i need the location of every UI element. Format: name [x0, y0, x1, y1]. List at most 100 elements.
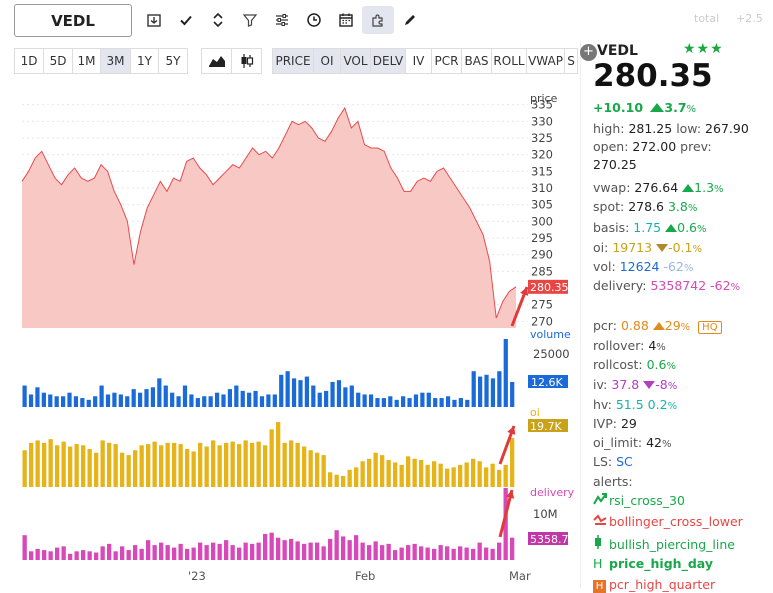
close-circle-icon[interactable]: + — [580, 44, 597, 61]
oi-bar — [386, 460, 391, 487]
delivery-bar — [412, 543, 417, 560]
indicator-delv[interactable]: DELV — [370, 48, 406, 74]
volume-bar — [349, 385, 354, 407]
indicator-buttons: PRICE OI VOL DELV IV PCR BAS ROLL VWAP S — [272, 48, 578, 74]
delivery-bar — [22, 535, 27, 560]
symbol-input[interactable]: VEDL — [14, 4, 132, 37]
oi-bar — [68, 446, 73, 487]
volume-bar — [131, 389, 136, 407]
volume-bar — [471, 371, 476, 407]
oi-bar — [438, 463, 443, 487]
indicator-s[interactable]: S — [564, 48, 578, 74]
price-tick-label: 325 — [531, 131, 553, 145]
delivery-bar — [29, 551, 34, 560]
oi-limit-row: oi_limit: 42% — [593, 435, 672, 450]
ls-row: LS: SC — [593, 454, 633, 469]
volume-bar — [202, 396, 207, 407]
volume-bar — [93, 396, 98, 407]
oi-bar — [477, 461, 482, 487]
oi-bar — [100, 440, 105, 487]
delivery-bar — [276, 537, 281, 560]
puzzle-icon[interactable] — [362, 6, 394, 34]
volume-bar — [343, 387, 348, 407]
oi-bar — [282, 442, 287, 487]
timeframe-5d[interactable]: 5D — [43, 48, 73, 74]
delivery-bar — [302, 543, 307, 560]
pencil-icon[interactable] — [394, 6, 426, 34]
oi-bar — [165, 442, 170, 487]
total-value: +2.5 — [736, 12, 763, 25]
oi-bar — [120, 452, 125, 487]
h-badge-icon: H — [593, 580, 606, 593]
oi-row: oi: 19713 -0.1% — [593, 240, 702, 255]
oi-tag-bg — [528, 419, 568, 432]
clock-icon[interactable] — [298, 6, 330, 34]
timeframe-3m[interactable]: 3M — [100, 48, 131, 74]
alert-piercing[interactable]: bullish_piercing_line — [593, 535, 735, 552]
basis-row: basis: 1.75 0.6% — [593, 220, 707, 235]
volume-bar — [484, 374, 489, 407]
area-chart-icon[interactable] — [201, 48, 232, 74]
volume-bar — [465, 399, 470, 407]
indicator-vwap[interactable]: VWAP — [526, 48, 565, 74]
oi-bar — [139, 445, 144, 487]
oi-bar — [48, 439, 53, 487]
volume-bar — [356, 392, 361, 407]
oi-bar — [490, 463, 495, 487]
delivery-axis-label: delivery — [530, 486, 575, 499]
volume-bar — [80, 398, 85, 407]
down-triangle-icon — [656, 244, 669, 252]
timeframe-1m[interactable]: 1M — [72, 48, 101, 74]
alert-bollinger[interactable]: bollinger_cross_lower — [593, 514, 743, 529]
oi-bar — [328, 472, 333, 487]
indicator-oi[interactable]: OI — [313, 48, 341, 74]
delivery-bar — [230, 545, 235, 560]
volume-bar — [35, 387, 40, 407]
timeframe-1y[interactable]: 1Y — [130, 48, 159, 74]
vol-row: vol: 12624 -62% — [593, 259, 694, 274]
iv-row: iv: 37.8 -8% — [593, 377, 678, 392]
chart-area: 335 330 325 320 315 310 305 300 295 290 285 275 270 p… — [0, 82, 580, 588]
sort-icon[interactable] — [202, 6, 234, 34]
volume-bar — [214, 392, 220, 407]
indicator-roll[interactable]: ROLL — [491, 48, 527, 74]
settings-sliders-icon[interactable] — [266, 6, 298, 34]
oi-bar — [373, 452, 378, 487]
indicator-vol[interactable]: VOL — [340, 48, 371, 74]
oi-bar — [29, 442, 34, 487]
indicator-iv[interactable]: IV — [405, 48, 432, 74]
x-tick-label: '23 — [188, 569, 206, 583]
filter-icon[interactable] — [234, 6, 266, 34]
delivery-bar — [419, 546, 424, 560]
delivery-bar — [165, 545, 170, 560]
candlestick-icon[interactable] — [231, 48, 262, 74]
oi-bar — [250, 442, 255, 487]
hq-badge[interactable]: HQ — [698, 321, 722, 334]
rating-stars: ★★★ — [683, 41, 724, 57]
volume-bar — [285, 371, 290, 407]
volume-bar — [67, 392, 72, 407]
indicator-bas[interactable]: BAS — [461, 48, 492, 74]
calendar-icon[interactable] — [330, 6, 362, 34]
volume-bar — [324, 390, 329, 407]
timeframe-5y[interactable]: 5Y — [158, 48, 188, 74]
delivery-bar — [321, 546, 326, 560]
oi-bar — [269, 429, 274, 487]
alert-rsi-cross[interactable]: rsi_cross_30 — [593, 493, 685, 508]
price-axis-label: price — [530, 92, 558, 105]
delivery-bar — [503, 488, 508, 560]
oi-bar — [211, 440, 216, 487]
check-icon[interactable] — [170, 6, 202, 34]
delivery-bar — [152, 545, 157, 560]
indicator-price[interactable]: PRICE — [272, 48, 314, 74]
timeframe-1d[interactable]: 1D — [14, 48, 44, 74]
volume-bar — [362, 394, 367, 407]
price-tick-label: 305 — [531, 198, 553, 212]
download-icon[interactable] — [138, 6, 170, 34]
volume-bar — [182, 385, 188, 407]
delivery-bar — [334, 530, 339, 560]
indicator-pcr[interactable]: PCR — [431, 48, 462, 74]
volume-bar — [157, 378, 162, 407]
